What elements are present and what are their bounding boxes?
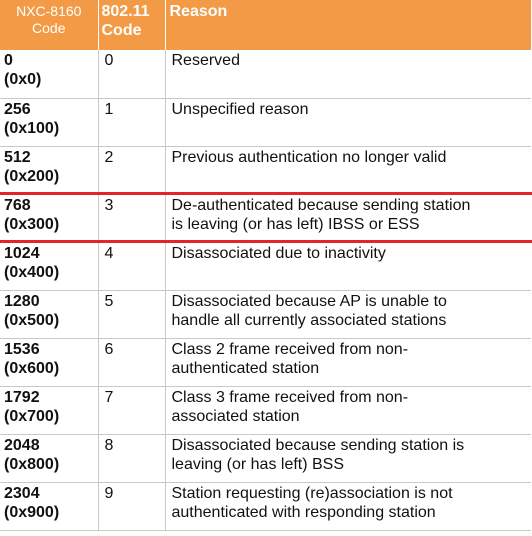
ieee-code-cell: 3 bbox=[98, 194, 166, 243]
table-row: 1024 (0x400) 4 Disassociated due to inactiv… bbox=[0, 242, 531, 291]
reason-cell: Station requesting (re)association is no… bbox=[165, 482, 531, 531]
ieee-code-cell: 1 bbox=[98, 98, 166, 147]
nxc-code-decimal: 1792 bbox=[4, 388, 40, 406]
ieee-code-cell: 7 bbox=[98, 386, 166, 435]
nxc-code-hex: (0x200) bbox=[4, 167, 60, 185]
nxc-code-cell: 1024 (0x400) bbox=[0, 242, 99, 291]
table-row: 512 (0x200) 2 Previous authentication no lo… bbox=[0, 146, 531, 195]
table-row: 256 (0x100) 1 Unspecified reason bbox=[0, 98, 531, 147]
nxc-code-hex: (0x600) bbox=[4, 359, 60, 377]
reason-cell: De-authenticated because sending station… bbox=[165, 194, 531, 243]
nxc-code-cell: 1280 (0x500) bbox=[0, 290, 99, 339]
nxc-code-decimal: 1280 bbox=[4, 292, 40, 310]
nxc-code-hex: (0x700) bbox=[4, 407, 60, 425]
ieee-code-cell: 2 bbox=[98, 146, 166, 195]
nxc-code-decimal: 256 bbox=[4, 100, 31, 118]
reason-cell: Class 3 frame received from non-associat… bbox=[165, 386, 531, 435]
nxc-code-decimal: 512 bbox=[4, 148, 31, 166]
reason-cell: Disassociated because AP is unable to han… bbox=[165, 290, 531, 339]
header-80211-code-line1: 802.11 bbox=[101, 3, 150, 20]
reason-line: Disassociated because sending station is bbox=[171, 436, 465, 454]
header-80211-code: 802.11 Code bbox=[98, 0, 166, 50]
reason-line: Station requesting (re)association is no… bbox=[171, 484, 453, 502]
table-row: 0 (0x0) 0 Reserved bbox=[0, 50, 531, 99]
table-row: 1536 (0x600) 6 Class 2 frame received from … bbox=[0, 338, 531, 387]
nxc-code-cell: 2304 (0x900) bbox=[0, 482, 99, 531]
reason-cell: Class 2 frame received from non-authenti… bbox=[165, 338, 531, 387]
nxc-code-hex: (0x400) bbox=[4, 263, 60, 281]
reason-line: handle all currently associated stations bbox=[171, 311, 447, 329]
nxc-code-cell: 0 (0x0) bbox=[0, 50, 99, 99]
reason-line: authenticated station bbox=[171, 359, 320, 377]
reason-cell: Disassociated because sending station is… bbox=[165, 434, 531, 483]
reason-cell: Reserved bbox=[165, 50, 531, 99]
reason-line: Disassociated because AP is unable to bbox=[171, 292, 447, 310]
nxc-code-decimal: 0 bbox=[4, 52, 13, 69]
nxc-code-decimal: 2048 bbox=[4, 436, 40, 454]
reason-line: Reserved bbox=[171, 52, 240, 69]
table-row: 1280 (0x500) 5 Disassociated because AP is … bbox=[0, 290, 531, 339]
reason-cell: Disassociated due to inactivity bbox=[165, 242, 531, 291]
ieee-code-cell: 6 bbox=[98, 338, 166, 387]
nxc-code-hex: (0x100) bbox=[4, 119, 60, 137]
nxc-code-hex: (0x500) bbox=[4, 311, 60, 329]
reason-cell: Unspecified reason bbox=[165, 98, 531, 147]
header-reason: Reason bbox=[165, 0, 531, 50]
nxc-code-hex: (0x0) bbox=[4, 71, 42, 88]
nxc-code-decimal: 768 bbox=[4, 196, 31, 214]
nxc-code-cell: 512 (0x200) bbox=[0, 146, 99, 195]
table-row: 768 (0x300) 3 De-authenticated because send… bbox=[0, 194, 531, 243]
reason-line: De-authenticated because sending station bbox=[171, 196, 471, 214]
reason-line: Class 2 frame received from non- bbox=[171, 340, 409, 358]
nxc-code-cell: 1792 (0x700) bbox=[0, 386, 99, 435]
table-header-row: NXC-8160 Code 802.11 Code Reason bbox=[0, 0, 531, 50]
reason-line: leaving (or has left) BSS bbox=[171, 455, 345, 473]
header-80211-code-line2: Code bbox=[101, 22, 142, 39]
nxc-code-cell: 2048 (0x800) bbox=[0, 434, 99, 483]
table-row: 1792 (0x700) 7 Class 3 frame received from … bbox=[0, 386, 531, 435]
reason-line: Unspecified reason bbox=[171, 100, 309, 118]
ieee-code-cell: 8 bbox=[98, 434, 166, 483]
header-nxc-code-line1: NXC-8160 bbox=[16, 3, 82, 19]
reason-line: Previous authentication no longer valid bbox=[171, 148, 447, 166]
nxc-code-decimal: 1536 bbox=[4, 340, 40, 358]
reason-line: Disassociated due to inactivity bbox=[171, 244, 386, 262]
table-row: 2048 (0x800) 8 Disassociated because sendin… bbox=[0, 434, 531, 483]
ieee-code-cell: 4 bbox=[98, 242, 166, 291]
ieee-code-cell: 9 bbox=[98, 482, 166, 531]
ieee-code-cell: 0 bbox=[98, 50, 166, 99]
nxc-code-decimal: 2304 bbox=[4, 484, 40, 502]
reason-line: Class 3 frame received from non- bbox=[171, 388, 409, 406]
reason-line: is leaving (or has left) IBSS or ESS bbox=[171, 215, 420, 233]
reason-cell: Previous authentication no longer valid bbox=[165, 146, 531, 195]
nxc-code-decimal: 1024 bbox=[4, 244, 40, 262]
reason-line: associated station bbox=[171, 407, 300, 425]
reason-line: authenticated with responding station bbox=[171, 503, 436, 521]
header-nxc-code-line2: Code bbox=[32, 20, 66, 36]
nxc-code-cell: 256 (0x100) bbox=[0, 98, 99, 147]
header-nxc-code: NXC-8160 Code bbox=[0, 0, 99, 50]
nxc-code-hex: (0x800) bbox=[4, 455, 60, 473]
ieee-code-cell: 5 bbox=[98, 290, 166, 339]
nxc-code-hex: (0x300) bbox=[4, 215, 60, 233]
nxc-code-cell: 1536 (0x600) bbox=[0, 338, 99, 387]
nxc-code-cell: 768 (0x300) bbox=[0, 194, 99, 243]
nxc-code-hex: (0x900) bbox=[4, 503, 60, 521]
table-row: 2304 (0x900) 9 Station requesting (re)assoc… bbox=[0, 482, 531, 531]
